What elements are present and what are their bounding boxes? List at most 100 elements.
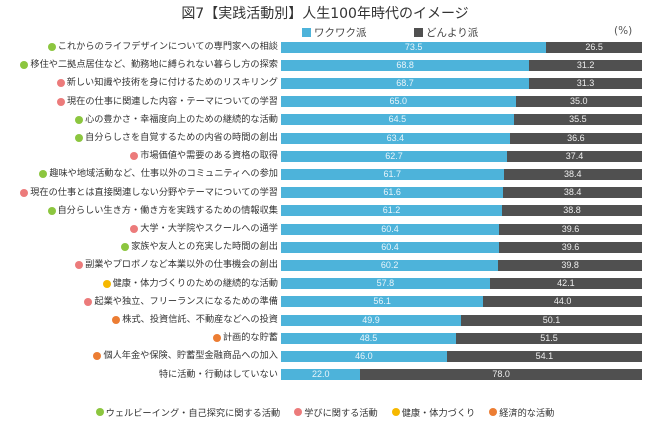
value-label-wakuwaku: 57.8	[376, 278, 395, 289]
group-dot-icon	[47, 43, 56, 51]
category-label: これからのライフデザインについての専門家への相談	[47, 41, 278, 53]
value-label-wakuwaku: 49.9	[362, 314, 380, 325]
category-label-text: 移住や二拠点居住など、勤務地に縛られない暮らし方の探索	[30, 59, 278, 71]
category-label-text: 特に活動・行動はしていない	[158, 368, 278, 380]
value-label-wakuwaku: 46.0	[355, 350, 373, 361]
value-label-wakuwaku: 68.8	[396, 59, 414, 70]
value-label-donyori: 36.6	[567, 132, 585, 143]
group-legend-label: 健康・体力づくり	[401, 408, 476, 419]
bar-donyori	[513, 114, 642, 126]
bar-wakuwaku	[281, 96, 516, 108]
category-label: 特に活動・行動はしていない	[159, 369, 278, 381]
legend-item-donyori: どんより派	[414, 25, 478, 40]
group-dot-icon	[102, 279, 111, 288]
bar-wakuwaku	[281, 278, 490, 290]
category-label: 市場価値や需要のある資格の取得	[130, 150, 278, 162]
category-label-text: 自分らしさを自覚するための内省の時間の創出	[85, 132, 278, 143]
group-dot-icon	[294, 408, 303, 416]
value-label-donyori: 31.3	[576, 77, 595, 88]
chart-title: 図7【実践活動別】人生100年時代のイメージ	[181, 6, 469, 22]
category-label: 家族や友人との充実した時間の創出	[121, 241, 278, 253]
group-dot-icon	[84, 297, 93, 306]
value-label-donyori: 44.0	[553, 296, 572, 307]
category-label: 心の豊かさ・幸福度向上のための継続的な活動	[75, 114, 278, 126]
group-dot-icon	[47, 206, 56, 215]
group-dot-icon	[75, 134, 84, 142]
category-label: 趣味や地域活動など、仕事以外のコミュニティへの参加	[39, 168, 278, 180]
bar-donyori	[461, 314, 642, 326]
value-label-wakuwaku: 62.7	[385, 150, 403, 161]
group-legend-item: ウェルビーイング・自己探究に関する活動	[95, 405, 280, 419]
category-label: 新しい知識や技術を身に付けるためのリスキリング	[56, 77, 278, 89]
category-label-text: 起業や独立、フリーランスになるための準備	[94, 295, 278, 307]
bar-wakuwaku	[281, 132, 510, 144]
category-label-text: 現在の仕事とは直接関連しない分野やテーマについての学習	[30, 186, 278, 198]
group-legend-item: 経済的な活動	[489, 405, 554, 419]
bar-wakuwaku	[281, 296, 484, 308]
group-dot-icon	[56, 97, 65, 106]
group-dot-icon	[130, 152, 139, 161]
value-label-wakuwaku: 64.5	[388, 114, 407, 125]
value-label-donyori: 38.4	[563, 168, 582, 179]
value-label-donyori: 35.5	[569, 114, 587, 125]
bar-donyori	[529, 77, 642, 89]
value-label-wakuwaku: 68.7	[396, 77, 414, 88]
group-dot-icon	[20, 188, 29, 197]
bar-donyori	[503, 168, 642, 180]
bar-donyori	[529, 59, 642, 71]
bar-wakuwaku	[281, 205, 502, 217]
value-label-wakuwaku: 60.2	[380, 259, 399, 270]
group-dot-icon	[93, 352, 102, 361]
bar-wakuwaku	[281, 369, 361, 381]
group-legend-item: 学びに関する活動	[294, 405, 378, 419]
bar-donyori	[499, 241, 642, 253]
bar-donyori	[501, 205, 642, 217]
bar-wakuwaku	[281, 241, 500, 253]
category-label-text: 市場価値や需要のある資格の取得	[140, 150, 278, 162]
value-label-donyori: 51.5	[540, 332, 558, 343]
group-legend-label: 学びに関する活動	[304, 408, 378, 419]
category-label: 副業やプロボノなど本業以外の仕事機会の創出	[75, 259, 278, 271]
category-label-text: 自分らしい生き方・働き方を実践するための情報収集	[57, 204, 279, 216]
category-label: 個人年金や保険、貯蓄型金融商品への加入	[93, 350, 278, 362]
bar-wakuwaku	[281, 59, 530, 71]
group-dot-icon	[75, 115, 84, 124]
category-label-text: 家族や友人との充実した時間の創出	[131, 241, 278, 253]
value-label-donyori: 39.6	[561, 241, 580, 252]
bar-wakuwaku	[281, 223, 500, 235]
value-label-wakuwaku: 65.0	[389, 96, 408, 107]
bar-donyori	[446, 350, 642, 362]
value-label-wakuwaku: 61.7	[383, 168, 402, 179]
bar-wakuwaku	[281, 41, 547, 53]
value-label-wakuwaku: 22.0	[311, 369, 330, 380]
category-label: 移住や二拠点居住など、勤務地に縛られない暮らし方の探索	[20, 59, 278, 71]
category-label-text: 趣味や地域活動など、仕事以外のコミュニティへの参加	[49, 168, 278, 180]
bar-wakuwaku	[281, 332, 457, 344]
bar-wakuwaku	[281, 168, 504, 180]
group-dot-icon	[130, 225, 139, 233]
bar-donyori	[360, 369, 642, 381]
value-label-donyori: 35.0	[570, 96, 588, 107]
bar-donyori	[507, 150, 642, 162]
bar-donyori	[499, 223, 642, 235]
legend-label-wakuwaku: ワクワク派	[314, 27, 367, 39]
value-label-wakuwaku: 48.5	[359, 332, 378, 343]
value-label-donyori: 78.0	[492, 369, 510, 380]
category-label: 健康・体力づくりのための継続的な活動	[102, 278, 278, 290]
group-dot-icon	[391, 408, 400, 416]
bar-donyori	[489, 278, 642, 290]
value-label-donyori: 42.1	[557, 278, 575, 289]
value-label-donyori: 54.1	[535, 350, 554, 361]
value-label-wakuwaku: 73.5	[404, 41, 423, 52]
value-label-donyori: 39.6	[561, 223, 580, 234]
bar-donyori	[515, 96, 642, 108]
category-label: 計画的な貯蓄	[212, 332, 278, 344]
group-dot-icon	[39, 170, 48, 179]
category-label: 株式、投資信託、不動産などへの投資	[112, 314, 278, 326]
value-label-wakuwaku: 61.6	[383, 187, 401, 198]
legend-label-donyori: どんより派	[426, 27, 479, 39]
bar-donyori	[546, 41, 642, 53]
bar-wakuwaku	[281, 314, 462, 326]
value-label-donyori: 38.8	[563, 205, 581, 216]
value-label-donyori: 26.5	[585, 41, 603, 52]
